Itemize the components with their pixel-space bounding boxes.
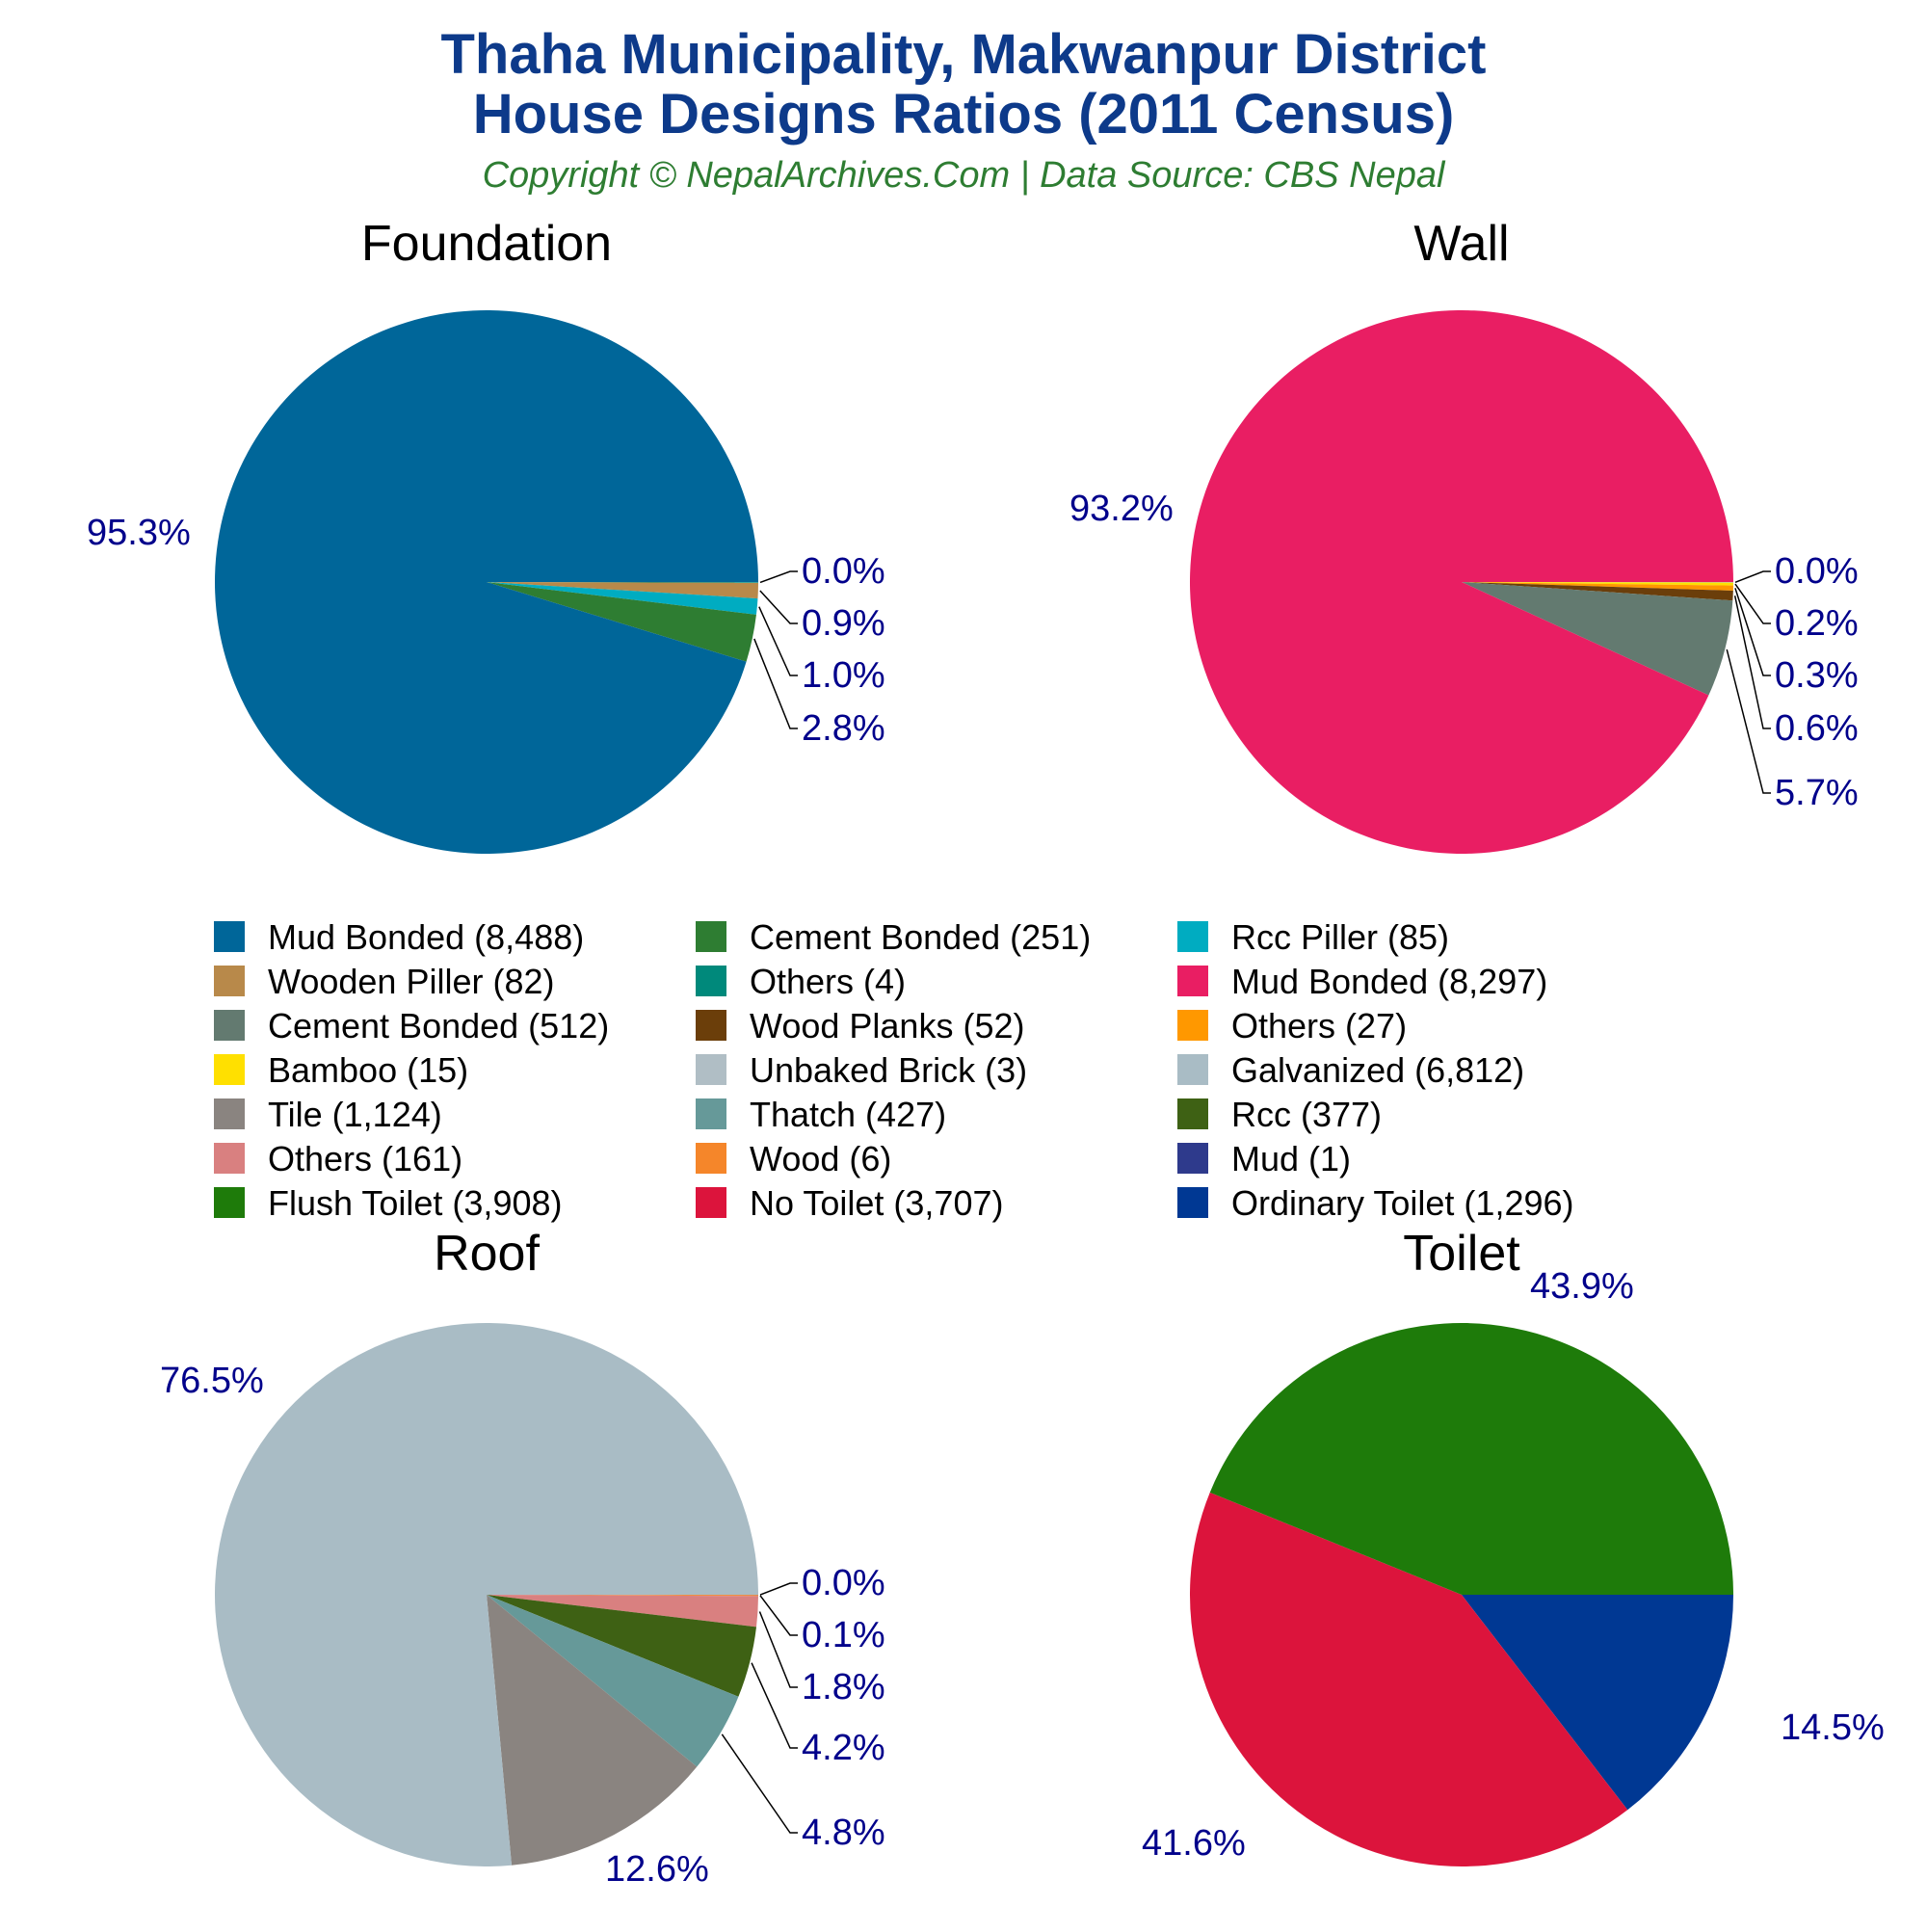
legend-label: Others (161): [268, 1139, 462, 1178]
callout-line: [752, 1663, 798, 1748]
legend-swatch: [214, 921, 245, 952]
pie-percent-label: 95.3%: [87, 513, 191, 553]
pie-percent-label: 43.9%: [1530, 1266, 1634, 1307]
pie-percent-label: 14.5%: [1781, 1707, 1885, 1748]
legend-label: Rcc Piller (85): [1231, 917, 1449, 957]
legend-swatch: [1177, 1010, 1208, 1041]
callout-line: [760, 1583, 798, 1595]
legend-label: Cement Bonded (512): [268, 1006, 609, 1045]
chart-title-line2: House Designs Ratios (2011 Census): [473, 83, 1455, 146]
pie-percent-label: 0.6%: [1775, 708, 1859, 749]
legend-label: Mud Bonded (8,297): [1231, 962, 1547, 1001]
legend-label: Ordinary Toilet (1,296): [1231, 1183, 1574, 1223]
legend-label: Wood Planks (52): [750, 1006, 1024, 1045]
legend-swatch: [1177, 966, 1208, 996]
callout-line: [760, 571, 798, 582]
chart-title-line1: Thaha Municipality, Makwanpur District: [441, 23, 1487, 86]
legend: Mud Bonded (8,488) Cement Bonded (251) Rcc…: [214, 917, 1574, 1223]
pie-percent-label: 4.8%: [802, 1813, 885, 1853]
callout-line: [759, 1612, 798, 1687]
callout-line: [760, 1596, 798, 1635]
legend-label: Mud (1): [1231, 1139, 1351, 1178]
legend-label: Galvanized (6,812): [1231, 1050, 1524, 1090]
legend-label: Wooden Piller (82): [268, 962, 554, 1001]
legend-label: Others (4): [750, 962, 906, 1001]
legend-label: Cement Bonded (251): [750, 917, 1091, 957]
legend-swatch: [696, 1054, 726, 1085]
callout-line: [1735, 588, 1771, 675]
pie-percent-label: 0.1%: [802, 1615, 885, 1655]
legend-swatch: [1177, 1098, 1208, 1129]
callout-line: [1727, 649, 1771, 793]
pie-foundation: Foundation 95.3% 0.0% 0.9% 1.0% 2.8%: [87, 216, 885, 854]
pie-percent-label: 93.2%: [1069, 489, 1174, 529]
legend-swatch: [1177, 1143, 1208, 1174]
pie-percent-label: 1.0%: [802, 655, 885, 696]
legend-swatch: [214, 1010, 245, 1041]
legend-label: No Toilet (3,707): [750, 1183, 1003, 1223]
legend-swatch: [696, 921, 726, 952]
pie-percent-label: 2.8%: [802, 708, 885, 749]
pie-percent-label: 76.5%: [160, 1361, 264, 1401]
legend-label: Mud Bonded (8,488): [268, 917, 584, 957]
pie-percent-label: 0.0%: [802, 1563, 885, 1603]
legend-swatch: [214, 966, 245, 996]
pie-percent-label: 41.6%: [1142, 1823, 1246, 1864]
callout-line: [760, 591, 798, 623]
callout-line: [722, 1734, 798, 1833]
pie-percent-label: 0.0%: [1775, 551, 1859, 592]
pie-percent-label: 5.7%: [1775, 773, 1859, 813]
legend-swatch: [696, 966, 726, 996]
legend-swatch: [214, 1143, 245, 1174]
legend-swatch: [696, 1098, 726, 1129]
pie-title: Wall: [1413, 216, 1509, 272]
legend-label: Thatch (427): [750, 1095, 946, 1134]
callout-line: [754, 639, 798, 728]
legend-swatch: [1177, 1187, 1208, 1218]
legend-swatch: [214, 1187, 245, 1218]
legend-swatch: [214, 1054, 245, 1085]
legend-swatch: [214, 1098, 245, 1129]
pie-title: Foundation: [361, 216, 612, 272]
legend-label: Bamboo (15): [268, 1050, 468, 1090]
legend-swatch: [696, 1143, 726, 1174]
legend-swatch: [696, 1010, 726, 1041]
legend-label: Tile (1,124): [268, 1095, 442, 1134]
legend-swatch: [1177, 1054, 1208, 1085]
pie-percent-label: 4.2%: [802, 1728, 885, 1768]
pie-percent-label: 0.9%: [802, 603, 885, 644]
callout-line: [1735, 595, 1771, 728]
callout-line: [1735, 571, 1771, 582]
legend-label: Flush Toilet (3,908): [268, 1183, 563, 1223]
legend-swatch: [696, 1187, 726, 1218]
legend-label: Unbaked Brick (3): [750, 1050, 1027, 1090]
pie-title: Roof: [434, 1226, 540, 1282]
pie-percent-label: 0.3%: [1775, 655, 1859, 696]
pie-percent-label: 12.6%: [605, 1849, 709, 1890]
pie-percent-label: 1.8%: [802, 1667, 885, 1707]
pie-percent-label: 0.2%: [1775, 603, 1859, 644]
legend-label: Rcc (377): [1231, 1095, 1382, 1134]
pie-slice: [215, 310, 758, 854]
pie-percent-label: 0.0%: [802, 551, 885, 592]
chart-subtitle: Copyright © NepalArchives.Com | Data Sou…: [483, 155, 1446, 196]
pie-roof: Roof 76.5% 12.6% 0.0% 0.1% 1.8% 4.2% 4.8%: [160, 1226, 885, 1890]
pie-wall: Wall 93.2% 0.0% 0.2% 0.3% 0.6% 5.7%: [1069, 216, 1859, 854]
pie-title: Toilet: [1403, 1226, 1520, 1282]
legend-swatch: [1177, 921, 1208, 952]
legend-label: Others (27): [1231, 1006, 1407, 1045]
legend-label: Wood (6): [750, 1139, 891, 1178]
